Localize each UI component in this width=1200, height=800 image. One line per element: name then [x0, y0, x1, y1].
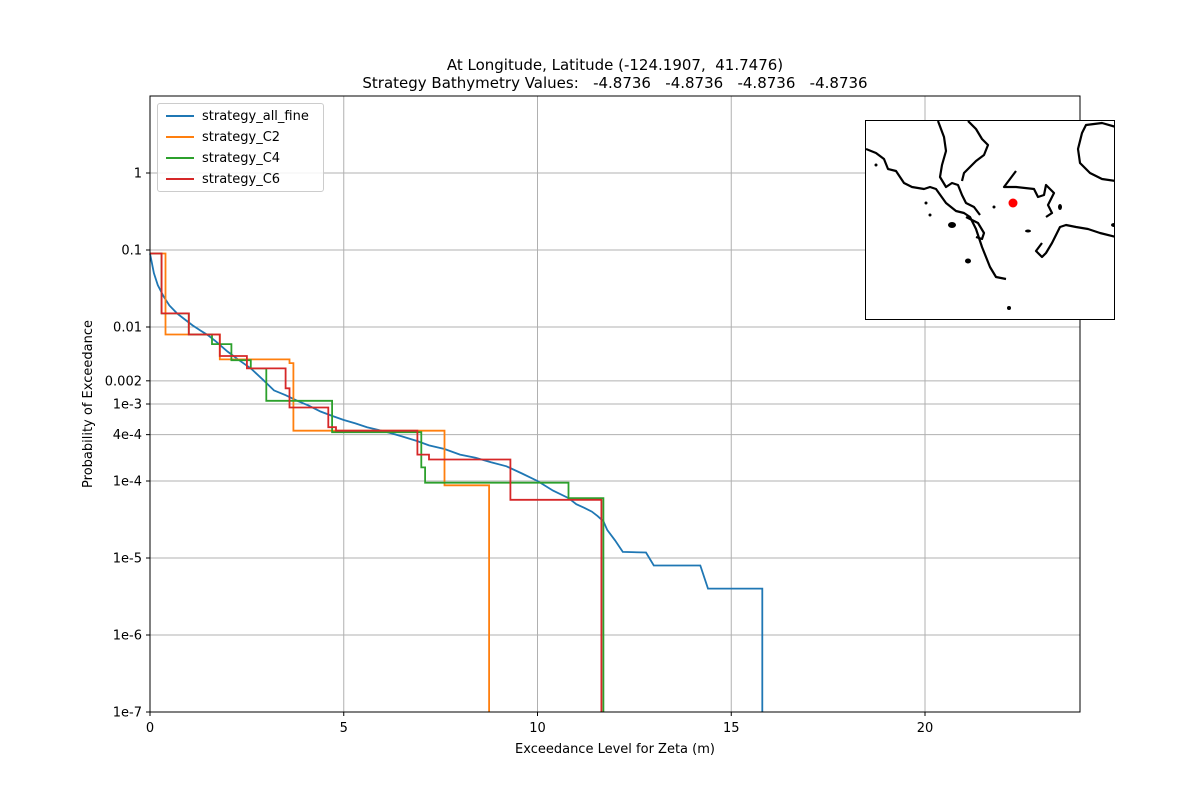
- x-tick-label: 5: [340, 721, 348, 736]
- y-tick-label: 1e-4: [113, 475, 142, 490]
- estuary-shore: [960, 121, 990, 182]
- y-tick-label: 0.002: [105, 374, 142, 389]
- island: [948, 222, 956, 228]
- y-tick-label: 0.1: [121, 244, 142, 259]
- island: [928, 213, 932, 217]
- coastline-map: [866, 121, 1114, 310]
- island: [924, 201, 928, 205]
- y-tick-label: 4e-4: [113, 428, 142, 443]
- sandbar: [965, 216, 986, 241]
- series-line-strategy-C4: [150, 252, 605, 712]
- coastline-north: [866, 147, 1007, 281]
- legend-swatch: [166, 157, 194, 159]
- island: [965, 258, 971, 264]
- y-tick-label: 1: [134, 167, 142, 182]
- axis-ticks: 0 5 10 15 20 1 0.1 0.01 0.002 1e-3 4e-4 1e-4 1e-5 1e-…: [105, 167, 933, 737]
- island: [1058, 204, 1062, 210]
- island: [874, 163, 878, 167]
- legend-label: strategy_C4: [202, 150, 281, 166]
- lake-outline: [1076, 121, 1114, 182]
- y-tick-label: 1e-3: [113, 398, 142, 413]
- location-marker: [1008, 198, 1018, 208]
- y-tick-label: 1e-6: [113, 629, 142, 644]
- legend-swatch: [166, 136, 194, 138]
- legend: strategy_all_fine strategy_C2 strategy_C…: [157, 103, 324, 192]
- chart-title-line-2: Strategy Bathymetry Values: -4.8736 -4.8…: [362, 74, 868, 92]
- island: [1007, 306, 1011, 310]
- legend-item: strategy_all_fine: [166, 106, 309, 126]
- series-layer: [149, 252, 764, 712]
- legend-item: strategy_C6: [166, 169, 280, 189]
- bay-shore: [1034, 223, 1114, 259]
- island: [1025, 229, 1031, 233]
- river-channel: [936, 121, 981, 216]
- y-tick-label: 1e-5: [113, 552, 142, 567]
- x-tick-label: 0: [146, 721, 154, 736]
- legend-item: strategy_C2: [166, 127, 280, 147]
- x-axis-label: Exceedance Level for Zeta (m): [515, 742, 715, 757]
- x-tick-label: 15: [723, 721, 740, 736]
- chart-title-line-1: At Longitude, Latitude (-124.1907, 41.74…: [446, 56, 784, 74]
- legend-swatch: [166, 115, 194, 117]
- series-line-strategy-all-fine: [149, 253, 764, 712]
- legend-item: strategy_C4: [166, 148, 280, 168]
- x-tick-label: 10: [529, 721, 546, 736]
- y-axis-label: Probability of Exceedance: [81, 320, 96, 488]
- inset-location-map: [865, 120, 1115, 320]
- x-tick-label: 20: [917, 721, 934, 736]
- series-line-strategy-C6: [150, 252, 603, 712]
- grid-lines: [149, 96, 1080, 713]
- legend-swatch: [166, 178, 194, 180]
- legend-label: strategy_all_fine: [202, 108, 309, 124]
- island: [992, 205, 996, 209]
- y-tick-label: 0.01: [113, 321, 142, 336]
- legend-label: strategy_C2: [202, 129, 281, 145]
- series-line-strategy-C2: [150, 252, 490, 712]
- legend-label: strategy_C6: [202, 171, 281, 187]
- island: [1111, 223, 1114, 227]
- y-tick-label: 1e-7: [113, 706, 142, 721]
- river-east: [1002, 170, 1056, 218]
